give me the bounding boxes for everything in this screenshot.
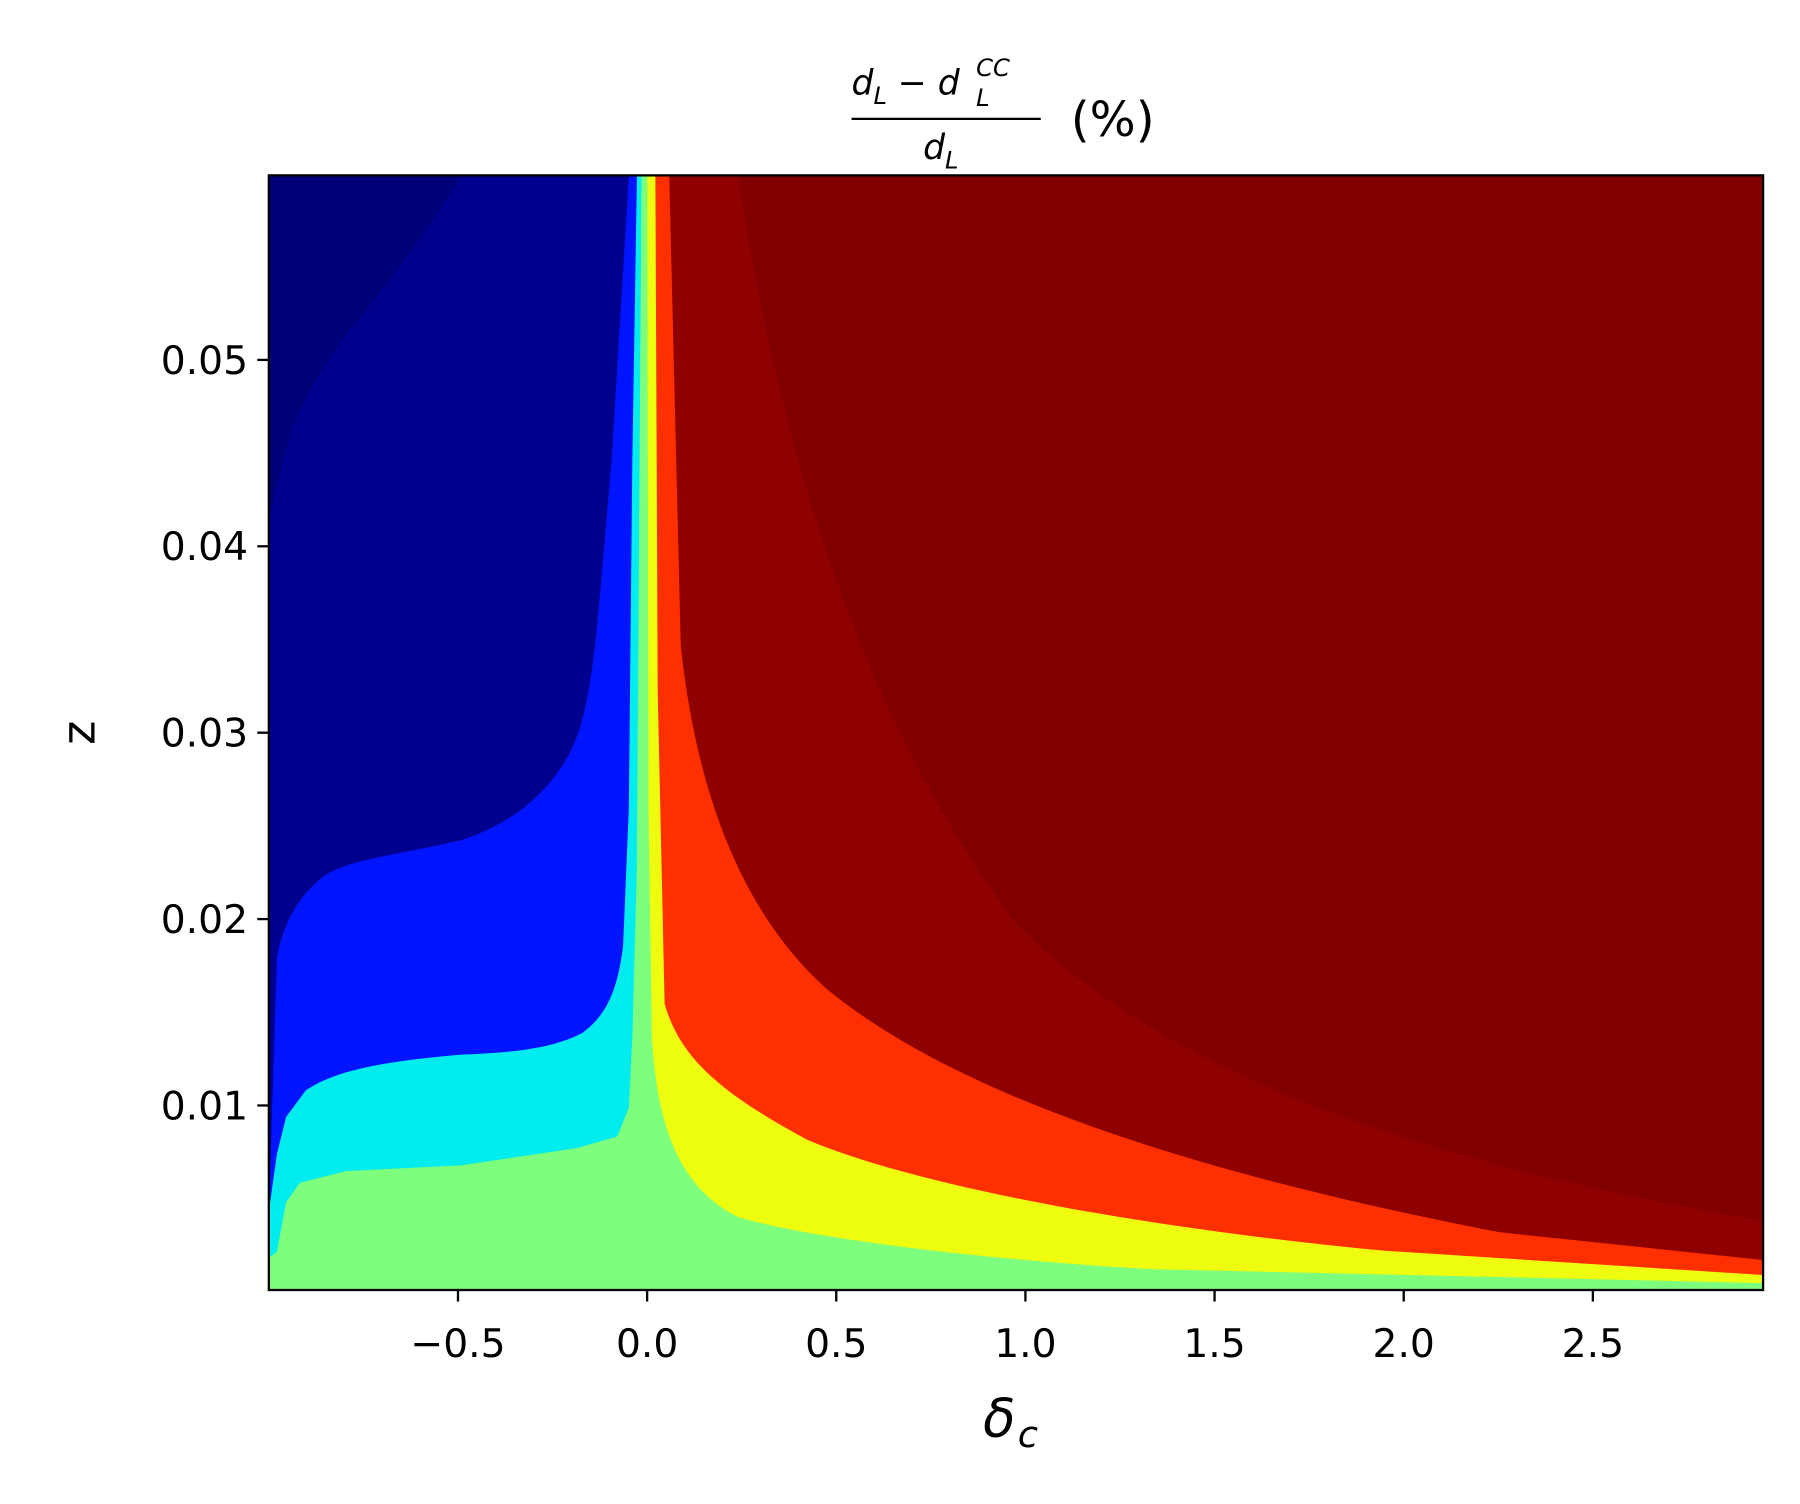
contour-region (268, 175, 1764, 1290)
x-tick-label: 2.5 (1562, 1322, 1624, 1367)
chart-title: d L − d L CC d L (%) (852, 54, 1155, 174)
y-tick-label: 0.01 (161, 1084, 248, 1129)
x-tick-label: 0.5 (805, 1322, 867, 1367)
x-tick-label: −0.5 (410, 1322, 505, 1367)
contour-region (268, 175, 629, 1212)
y-tick-label: 0.05 (161, 339, 248, 384)
title-part: L (945, 146, 959, 174)
x-axis-label: c (1018, 1413, 1038, 1456)
title-part: L (976, 84, 990, 112)
x-tick-label: 2.0 (1373, 1322, 1435, 1367)
title-part: d (852, 64, 875, 104)
x-tick-label: 1.5 (1183, 1322, 1245, 1367)
x-tick-label: 0.0 (616, 1322, 678, 1367)
y-tick-label: 0.03 (161, 712, 248, 757)
x-axis-label: δ (983, 1388, 1015, 1450)
plot-frame (267, 174, 1765, 1292)
title-part: d (923, 128, 946, 168)
x-tick-label: 1.0 (994, 1322, 1056, 1367)
title-part: CC (976, 54, 1010, 82)
y-axis-label: z (52, 721, 106, 745)
contour-region (268, 175, 462, 520)
contour-fill (268, 175, 1764, 1290)
axes: −0.5 0.0 0.5 1.0 1.5 2.0 2.5 0.01 0.02 0.03 0.04 0.… (161, 339, 1624, 1367)
y-tick-label: 0.04 (161, 525, 248, 570)
title-part: − d (898, 64, 961, 104)
title-part: (%) (1071, 92, 1155, 148)
y-tick-label: 0.02 (161, 898, 248, 943)
title-part: L (873, 82, 887, 110)
